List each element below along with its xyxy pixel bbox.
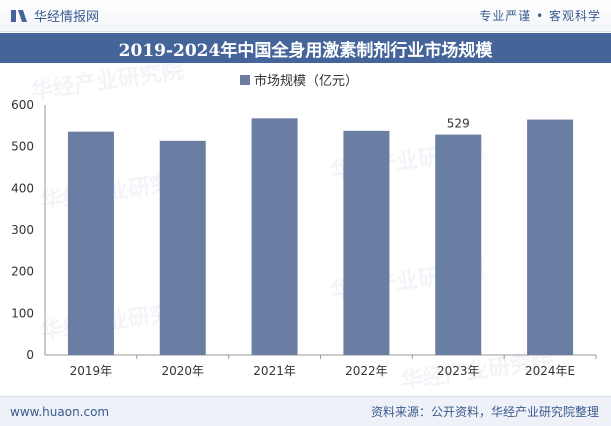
y-tick-label: 100 bbox=[11, 306, 34, 320]
x-tick-label: 2022年 bbox=[345, 364, 388, 378]
brand-logo-icon bbox=[11, 9, 27, 22]
legend: 市场规模（亿元） bbox=[240, 73, 358, 89]
bar bbox=[343, 130, 390, 355]
x-tick-label: 2024年E bbox=[525, 364, 575, 378]
y-tick-label: 200 bbox=[11, 265, 34, 279]
y-tick-label: 400 bbox=[11, 181, 34, 195]
data-label: 529 bbox=[447, 117, 470, 131]
y-tick-label: 0 bbox=[26, 348, 34, 362]
top-bar: 华经情报网 专业严谨 • 客观科学 bbox=[0, 0, 611, 32]
x-tick-label: 2023年 bbox=[437, 364, 480, 378]
bar-chart: 市场规模（亿元） 0 100 200 300 400 500 600 2019年 2020年 202… bbox=[11, 73, 597, 378]
y-tick-label: 300 bbox=[11, 223, 34, 237]
y-tick-label: 500 bbox=[11, 140, 34, 154]
x-tick-label: 2019年 bbox=[70, 364, 113, 378]
bar bbox=[435, 134, 482, 355]
y-tick-label: 600 bbox=[11, 98, 34, 112]
brand-name: 华经情报网 bbox=[34, 10, 100, 25]
bar bbox=[527, 119, 574, 355]
x-tick-label: 2020年 bbox=[161, 364, 204, 378]
bar bbox=[159, 140, 206, 355]
bar bbox=[67, 131, 114, 355]
bar bbox=[251, 118, 298, 355]
x-tick-label: 2021年 bbox=[253, 364, 296, 378]
legend-swatch bbox=[240, 75, 250, 85]
tagline: 专业严谨 • 客观科学 bbox=[479, 9, 601, 23]
footer: www.huaon.com 资料来源：公开资料，华经产业研究院整理 bbox=[0, 396, 611, 426]
brand: 华经情报网 bbox=[10, 6, 99, 25]
footer-website: www.huaon.com bbox=[10, 404, 110, 419]
footer-source: 资料来源：公开资料，华经产业研究院整理 bbox=[370, 405, 599, 419]
legend-label: 市场规模（亿元） bbox=[254, 73, 358, 89]
chart-title: 2019-2024年中国全身用激素制剂行业市场规模 bbox=[118, 40, 493, 61]
chart-title-bar: 2019-2024年中国全身用激素制剂行业市场规模 bbox=[0, 33, 611, 63]
